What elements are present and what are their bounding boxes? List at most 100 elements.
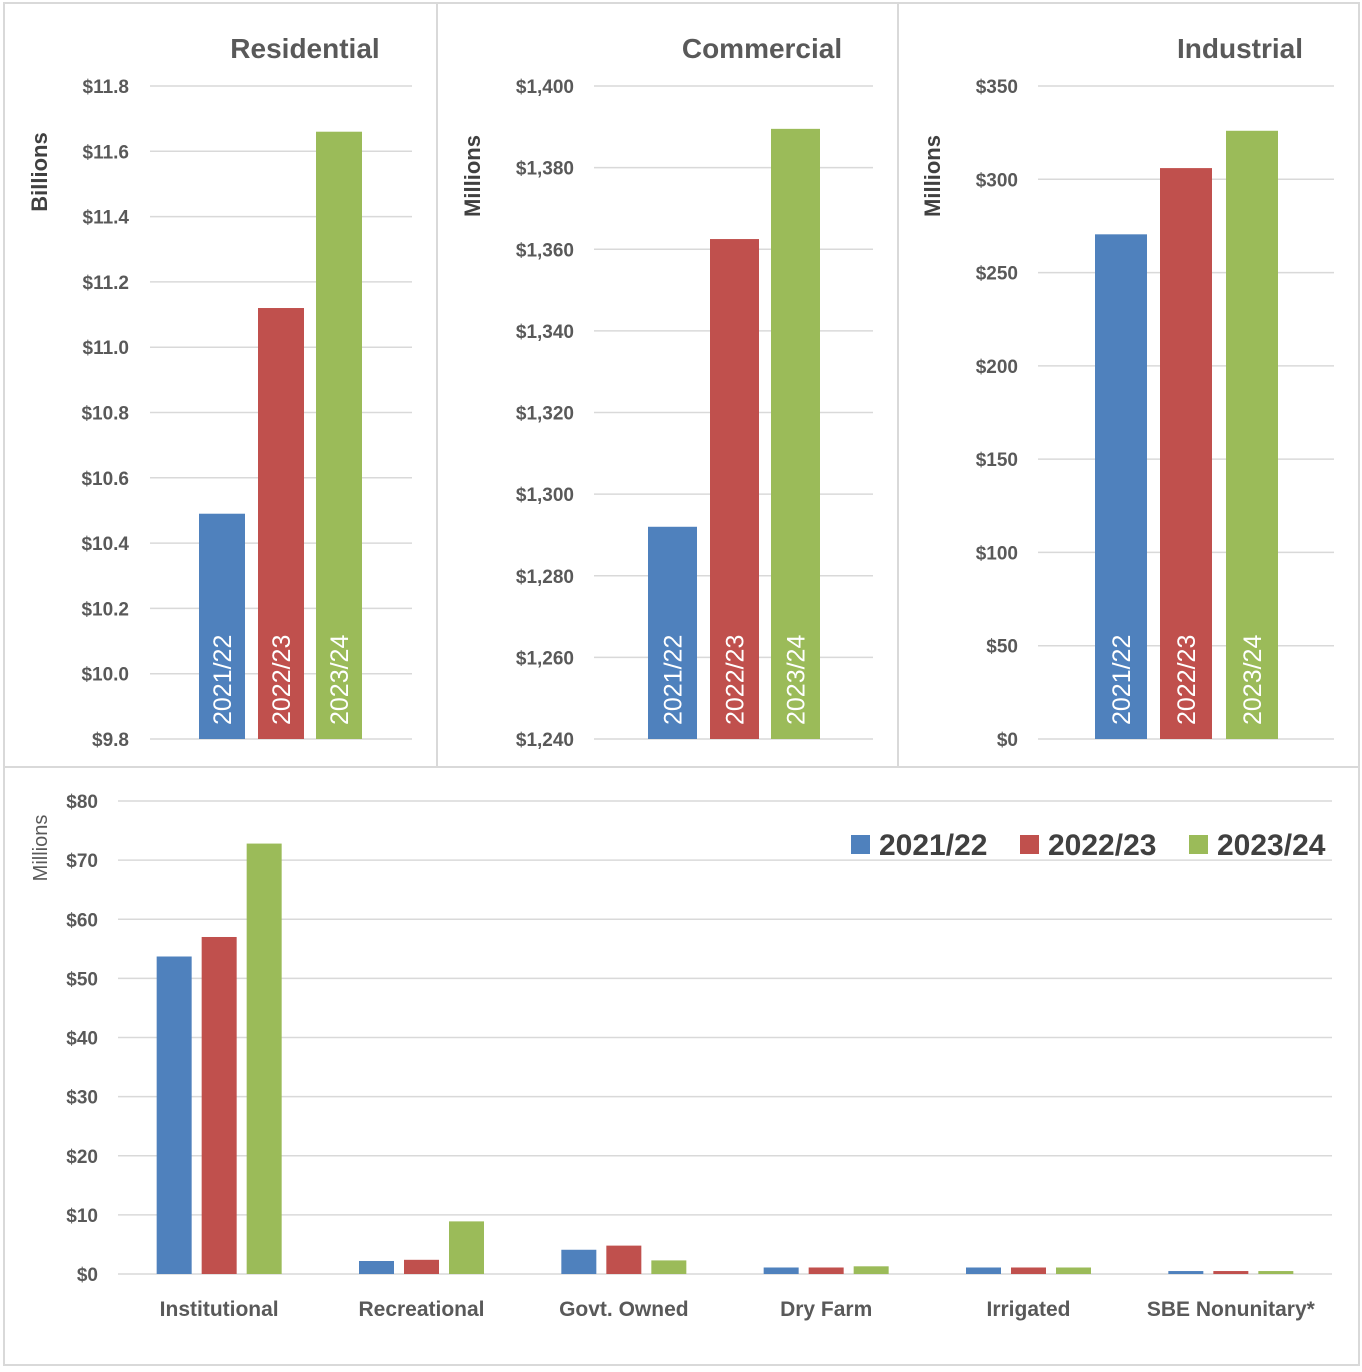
industrial-y-tick-label: $50	[986, 637, 1018, 658]
other-x-category-label: SBE Nonunitary*	[1147, 1298, 1316, 1321]
other-ylabel: Millions	[30, 815, 52, 882]
other-bar-recreational-2023-24	[449, 1221, 484, 1274]
industrial-y-tick-label: $300	[976, 170, 1018, 191]
industrial-chart: $0 $50 $100 $150 $200 $250 $300 $350 2021/22 2022…	[976, 77, 1334, 751]
residential-y-tick-label: $11.0	[83, 338, 130, 359]
residential-bar-label: 2022/23	[268, 635, 296, 725]
other-bar-irrigated-2023-24	[1056, 1267, 1091, 1274]
other-x-category-label: Institutional	[160, 1298, 279, 1321]
commercial-bar-label: 2021/22	[660, 635, 688, 725]
legend-label-2022-23: 2022/23	[1048, 829, 1156, 862]
industrial-y-tick-label: $250	[976, 264, 1018, 285]
commercial-title: Commercial	[682, 33, 842, 64]
other-bar-dry-farm-2021-22	[763, 1267, 799, 1274]
commercial-y-tick-label: $1,260	[516, 648, 574, 669]
residential-chart: $9.8 $10.0 $10.2 $10.4 $10.6 $10.8 $11.0 $11.2 $…	[81, 77, 412, 751]
other-x-category-label: Govt. Owned	[559, 1298, 689, 1321]
residential-bar-2022-23	[258, 308, 304, 739]
industrial-bar-2021-22	[1095, 234, 1147, 739]
industrial-title: Industrial	[1177, 33, 1303, 64]
industrial-bar-label: 2021/22	[1108, 635, 1136, 725]
commercial-bar-2023-24	[771, 128, 820, 739]
other-bar-institutional-2023-24	[246, 843, 282, 1274]
legend-label-2023-24: 2023/24	[1217, 829, 1326, 862]
commercial-bar-label: 2023/24	[783, 635, 811, 725]
other-x-category-label: Recreational	[358, 1298, 484, 1321]
other-bar-institutional-2021-22	[156, 956, 192, 1274]
industrial-y-tick-label: $0	[997, 730, 1018, 751]
residential-y-tick-label: $10.2	[81, 599, 129, 620]
other-y-tick-label: $0	[77, 1265, 98, 1286]
other-bar-govt-owned-2021-22	[561, 1249, 597, 1274]
other-bar-recreational-2021-22	[359, 1260, 394, 1274]
other-bar-sbe-nonunitary--2023-24	[1258, 1271, 1294, 1274]
residential-bar-2021-22	[199, 513, 245, 739]
industrial-y-tick-label: $200	[976, 357, 1018, 378]
industrial-bar-label: 2022/23	[1173, 635, 1201, 725]
residential-ylabel: Billions	[27, 132, 52, 211]
commercial-bar-label: 2022/23	[722, 635, 750, 725]
commercial-y-tick-label: $1,360	[516, 240, 574, 261]
other-bar-dry-farm-2023-24	[853, 1266, 889, 1274]
commercial-chart: $1,240 $1,260 $1,280 $1,300 $1,320 $1,340 $1,3…	[516, 77, 873, 751]
residential-y-tick-label: $9.8	[92, 730, 129, 751]
residential-y-tick-label: $10.4	[81, 534, 129, 555]
other-x-category-label: Irrigated	[986, 1298, 1070, 1321]
residential-bar-label: 2021/22	[209, 635, 237, 725]
other-bar-sbe-nonunitary--2021-22	[1168, 1271, 1204, 1274]
legend-label-2021-22: 2021/22	[879, 829, 987, 862]
residential-y-tick-label: $10.8	[81, 404, 129, 425]
other-y-tick-label: $20	[66, 1147, 98, 1168]
residential-y-tick-label: $11.4	[83, 208, 130, 229]
legend-swatch-2023-24	[1189, 835, 1208, 854]
residential-y-tick-label: $11.8	[83, 77, 130, 98]
other-bar-irrigated-2021-22	[966, 1267, 1001, 1274]
industrial-bar-2023-24	[1226, 130, 1278, 739]
industrial-y-tick-label: $350	[976, 77, 1018, 98]
commercial-bar-2021-22	[648, 526, 697, 739]
other-y-tick-label: $50	[66, 969, 98, 990]
commercial-y-tick-label: $1,300	[516, 485, 574, 506]
panel-borders	[3, 2, 1360, 1366]
legend: 2021/22 2022/23 2023/24	[851, 829, 1326, 862]
legend-swatch-2021-22	[851, 835, 870, 854]
other-panel-border	[3, 766, 1360, 1366]
residential-title: Residential	[230, 33, 379, 64]
residential-bar-label: 2023/24	[326, 635, 354, 725]
other-y-tick-label: $60	[66, 910, 98, 931]
residential-y-tick-label: $11.6	[83, 142, 130, 163]
legend-swatch-2022-23	[1020, 835, 1039, 854]
other-bar-recreational-2022-23	[404, 1259, 439, 1274]
commercial-bar-2022-23	[710, 239, 759, 739]
other-bar-sbe-nonunitary--2022-23	[1213, 1271, 1249, 1274]
commercial-y-tick-label: $1,380	[516, 159, 574, 180]
other-x-category-label: Dry Farm	[780, 1298, 872, 1321]
industrial-bar-2022-23	[1160, 168, 1212, 739]
commercial-y-tick-label: $1,320	[516, 404, 574, 425]
industrial-y-tick-label: $100	[976, 543, 1018, 564]
other-bar-govt-owned-2022-23	[606, 1245, 642, 1274]
other-y-tick-label: $40	[66, 1029, 98, 1050]
commercial-y-tick-label: $1,340	[516, 322, 574, 343]
industrial-bar-label: 2023/24	[1239, 635, 1267, 725]
other-bar-institutional-2022-23	[201, 936, 237, 1274]
other-categories-chart: $0 $10 $20 $30 $40 $50 $60 $70 $80 Institutional R…	[66, 792, 1332, 1321]
other-y-tick-label: $30	[66, 1088, 98, 1109]
industrial-y-tick-label: $150	[976, 450, 1018, 471]
other-bar-dry-farm-2022-23	[808, 1267, 844, 1274]
other-bar-govt-owned-2023-24	[651, 1260, 687, 1274]
other-y-tick-label: $10	[66, 1206, 98, 1227]
commercial-y-tick-label: $1,240	[516, 730, 574, 751]
residential-y-tick-label: $10.0	[81, 665, 129, 686]
industrial-ylabel: Millions	[920, 135, 945, 217]
commercial-ylabel: Millions	[460, 135, 485, 217]
other-y-tick-label: $80	[66, 792, 98, 813]
residential-y-tick-label: $10.6	[81, 469, 129, 490]
residential-y-tick-label: $11.2	[83, 273, 130, 294]
commercial-y-tick-label: $1,280	[516, 567, 574, 588]
other-y-tick-label: $70	[66, 851, 98, 872]
other-bar-irrigated-2022-23	[1011, 1267, 1046, 1274]
commercial-y-tick-label: $1,400	[516, 77, 574, 98]
residential-bar-2023-24	[316, 131, 362, 739]
